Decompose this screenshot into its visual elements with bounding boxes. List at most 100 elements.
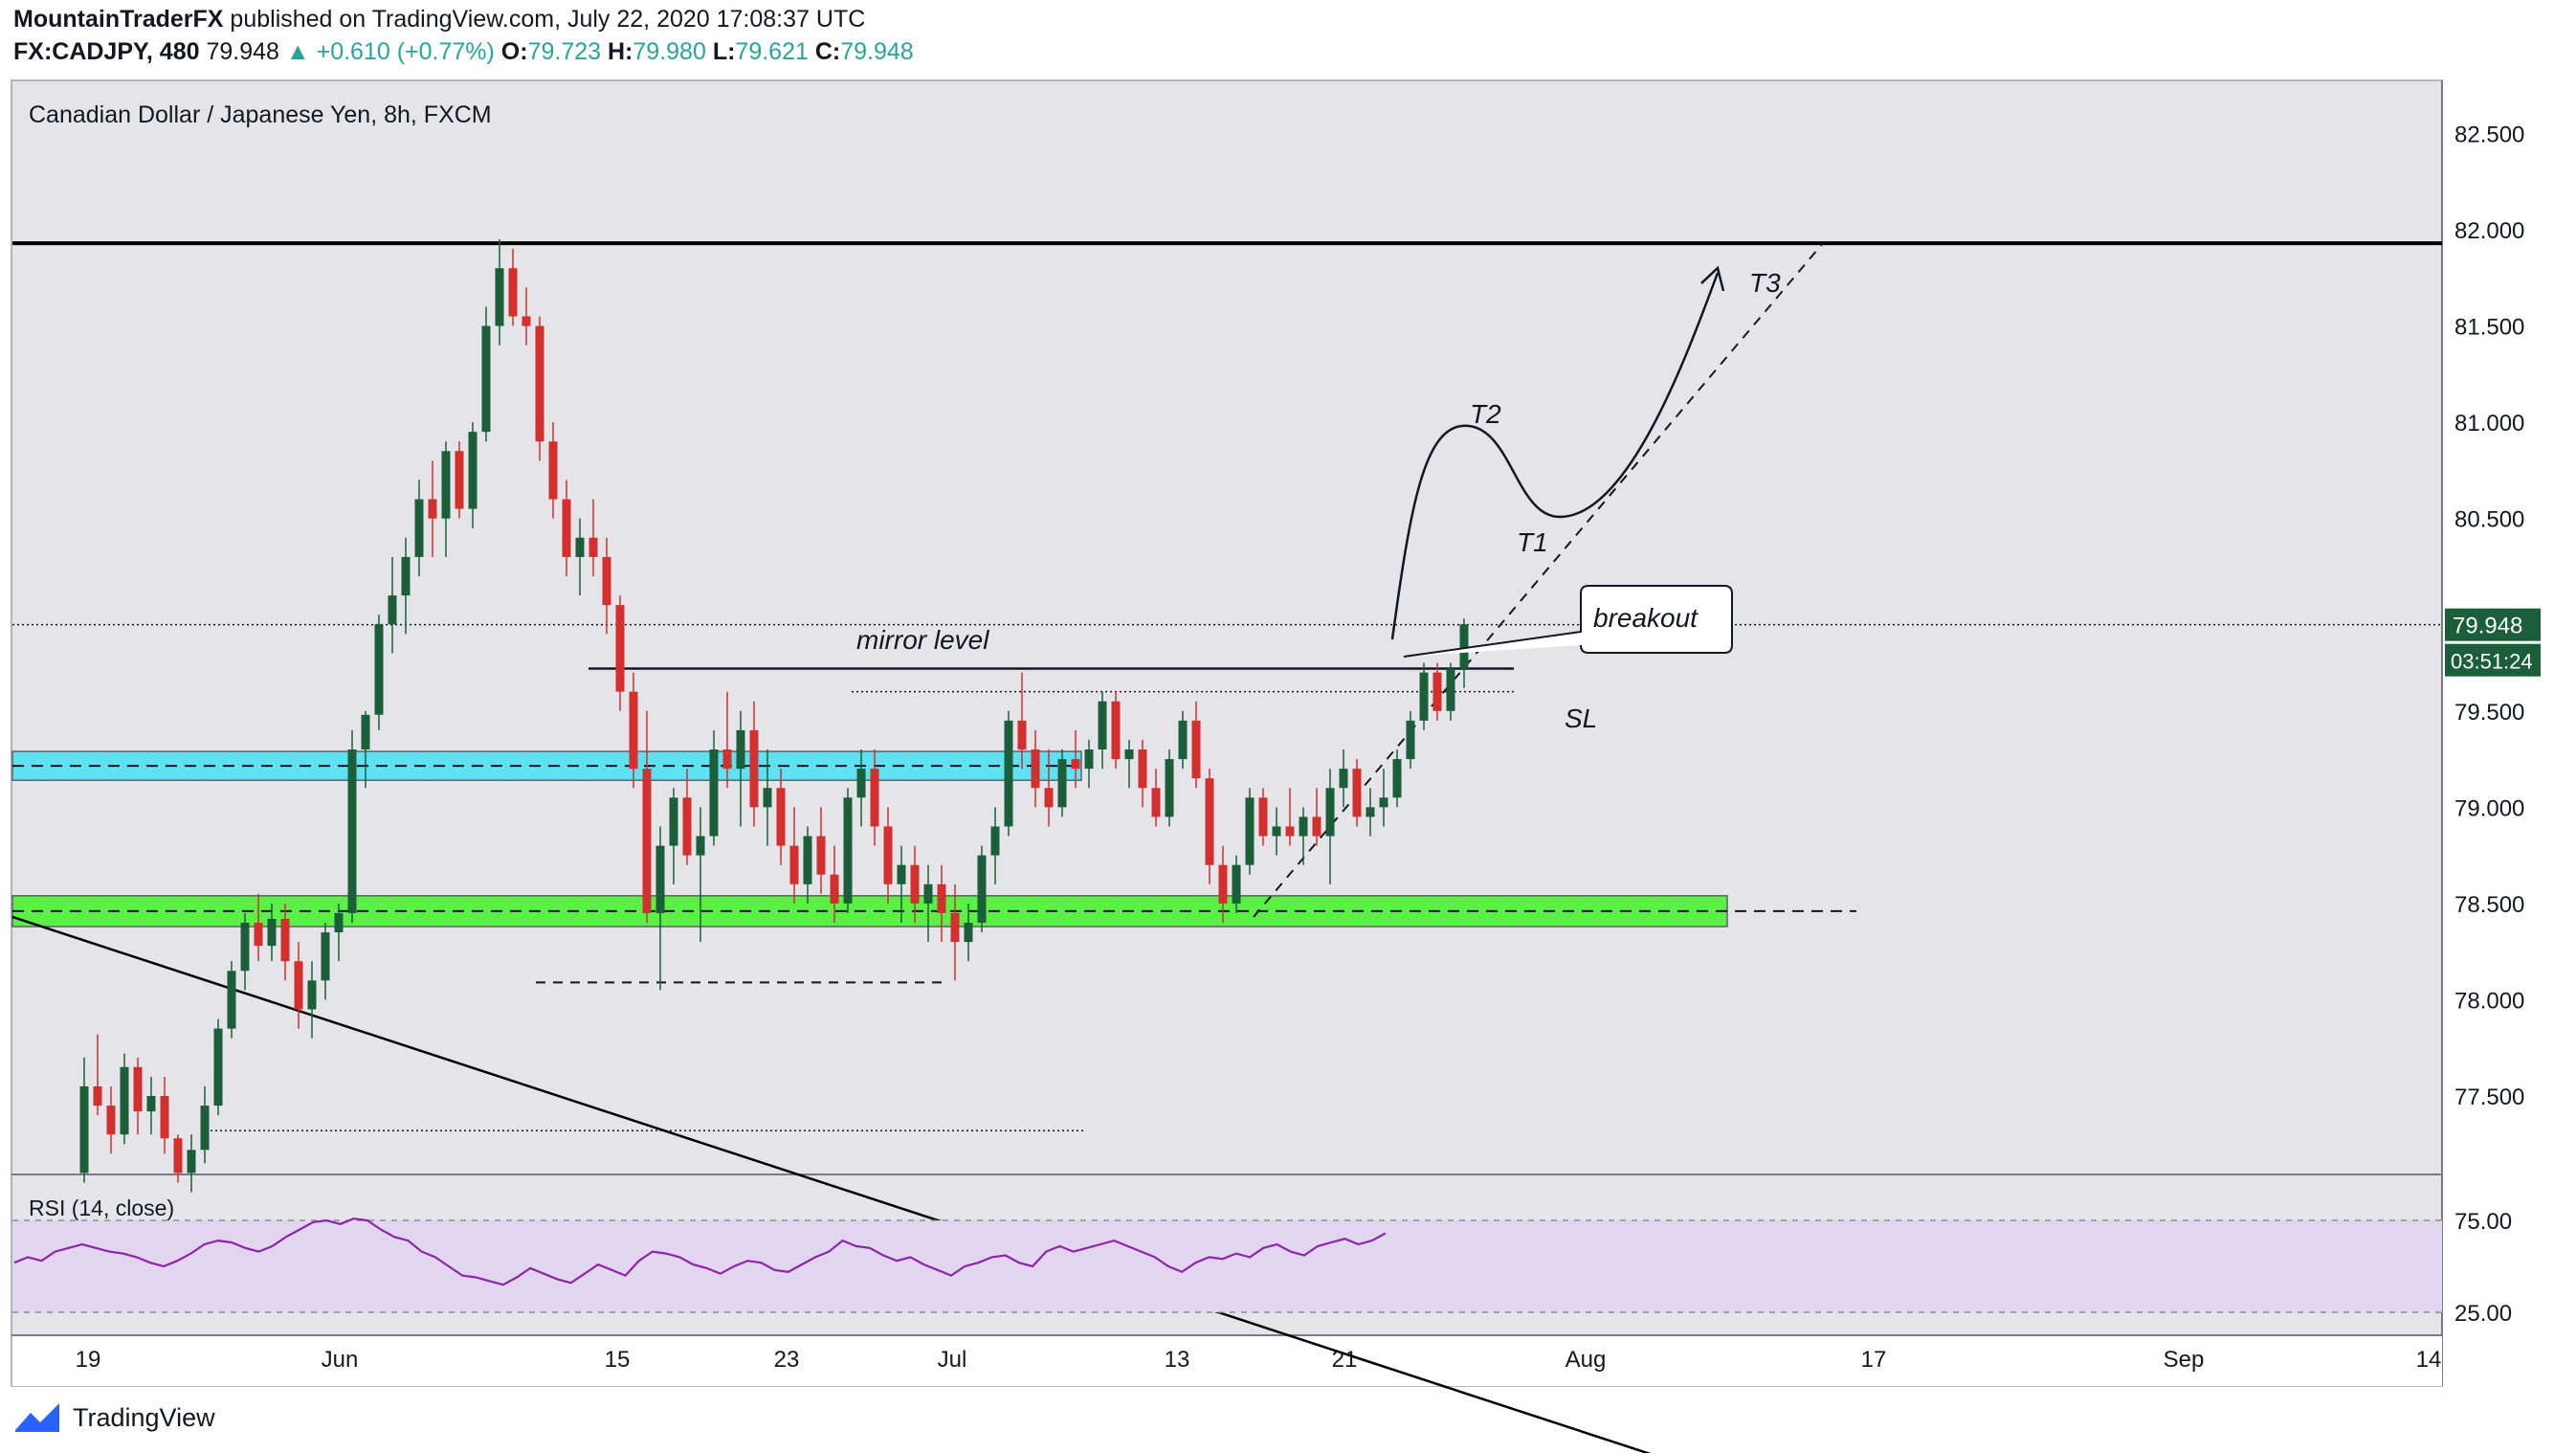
price-tick-label: 81.500 — [2454, 315, 2524, 341]
green-zone — [11, 895, 1728, 928]
candle-body — [401, 556, 411, 596]
rsi-tick-label: 25.00 — [2454, 1301, 2512, 1327]
rsi-line — [13, 1217, 1387, 1286]
candle-body — [1325, 788, 1335, 837]
chart-frame — [11, 79, 2443, 1387]
price-tick-label: 82.500 — [2454, 122, 2524, 147]
candle-body — [455, 451, 464, 509]
author-name[interactable]: MountainTraderFX — [13, 6, 224, 33]
publish-header: MountainTraderFX published on TradingVie… — [13, 6, 865, 34]
symbol-label[interactable]: FX:CADJPY, 480 — [13, 38, 200, 65]
candle-body — [870, 769, 879, 827]
candle-body — [763, 788, 772, 808]
candle-body — [803, 836, 812, 884]
price-axis-bg — [2443, 81, 2575, 1385]
candle-body — [1352, 769, 1362, 817]
tradingview-logo[interactable]: TradingView — [13, 1401, 215, 1434]
candle-body — [321, 932, 330, 981]
sl-label: SL — [1565, 704, 1597, 733]
close-value: 79.948 — [840, 38, 914, 65]
candle-body — [1165, 759, 1174, 817]
open-label: O: — [500, 38, 528, 65]
date-tick-label: Jun — [322, 1347, 359, 1373]
date-tick-label: Sep — [2164, 1347, 2205, 1373]
breakout-callout — [1403, 585, 1733, 658]
publish-info: published on TradingView.com, July 22, 2… — [230, 6, 866, 33]
current-price-tag-label: 79.948 — [2453, 614, 2522, 639]
close-label: C: — [814, 38, 841, 65]
candle-body — [535, 325, 544, 442]
candle-body — [106, 1106, 116, 1135]
candle-body — [267, 918, 277, 947]
candle-body — [374, 624, 384, 715]
candle-body — [1312, 816, 1321, 837]
candle-body — [187, 1150, 196, 1174]
candle-body — [1138, 749, 1147, 789]
date-tick-label: 21 — [1332, 1347, 1358, 1373]
candle-body — [1406, 720, 1415, 760]
rsi-band — [12, 1220, 2442, 1312]
candle-body — [548, 441, 558, 500]
candle-body — [1071, 759, 1080, 770]
candle-body — [1366, 807, 1375, 817]
candle-body — [709, 749, 719, 837]
candle-body — [508, 268, 518, 317]
rsi-tick-label: 75.00 — [2454, 1209, 2512, 1235]
candle-body — [280, 918, 290, 962]
candle-body — [602, 556, 611, 606]
chart-title: Canadian Dollar / Japanese Yen, 8h, FXCM — [29, 101, 492, 128]
tradingview-logo-icon — [15, 1403, 59, 1432]
breakout-label: breakout — [1593, 603, 1699, 633]
candle-body — [334, 912, 344, 933]
price-tick-label: 77.500 — [2454, 1084, 2524, 1110]
date-tick-label: 13 — [1165, 1347, 1190, 1373]
last-price: 79.948 — [206, 38, 279, 65]
candle-body — [1285, 826, 1295, 837]
candle-body — [629, 691, 638, 770]
date-tick-label: 19 — [76, 1347, 101, 1373]
candle-body — [522, 316, 531, 326]
candle-body — [977, 855, 987, 923]
date-tick-label: 23 — [774, 1347, 800, 1373]
date-tick-label: Aug — [1566, 1347, 1607, 1373]
low-label: L: — [712, 38, 736, 65]
time-axis-bg — [12, 1336, 2442, 1386]
candle-body — [133, 1066, 143, 1112]
candle-body — [227, 971, 236, 1029]
ascending-trendline — [1253, 242, 1824, 918]
candle-body — [1178, 720, 1188, 760]
current-price-tag — [2445, 608, 2541, 641]
price-tick-label: 82.000 — [2454, 218, 2524, 244]
candle-body — [749, 729, 759, 808]
date-tick-label: 17 — [1861, 1347, 1887, 1373]
symbol-ohlc-line: FX:CADJPY, 480 79.948 ▲ +0.610 (+0.77%) … — [13, 38, 914, 66]
candle-body — [1272, 826, 1281, 837]
candle-body — [910, 864, 920, 904]
candle-body — [160, 1096, 169, 1139]
date-tick-label: Jul — [938, 1347, 967, 1373]
candle-body — [789, 845, 799, 884]
candle-body — [816, 836, 826, 875]
candle-body — [428, 499, 437, 519]
candle-body — [1232, 864, 1241, 904]
candle-body — [120, 1066, 129, 1135]
price-tick-label: 80.500 — [2454, 507, 2524, 533]
candle-body — [388, 595, 397, 625]
candle-body — [1459, 624, 1469, 669]
candle-body — [347, 749, 357, 913]
candle-body — [495, 268, 504, 326]
candle-body — [830, 874, 839, 904]
candle-body — [588, 537, 598, 557]
candle-body — [1245, 797, 1255, 865]
date-tick-label: 15 — [605, 1347, 631, 1373]
candle-body — [1151, 788, 1161, 817]
price-tick-label: 81.000 — [2454, 411, 2524, 436]
candle-body — [1432, 672, 1442, 711]
date-tick-label: 14 — [2416, 1347, 2442, 1373]
price-change: ▲ +0.610 (+0.77%) — [285, 38, 495, 65]
countdown-tag-label: 03:51:24 — [2451, 650, 2533, 674]
candle-body — [1446, 668, 1455, 711]
candle-body — [361, 714, 370, 749]
candle-body — [441, 451, 451, 519]
